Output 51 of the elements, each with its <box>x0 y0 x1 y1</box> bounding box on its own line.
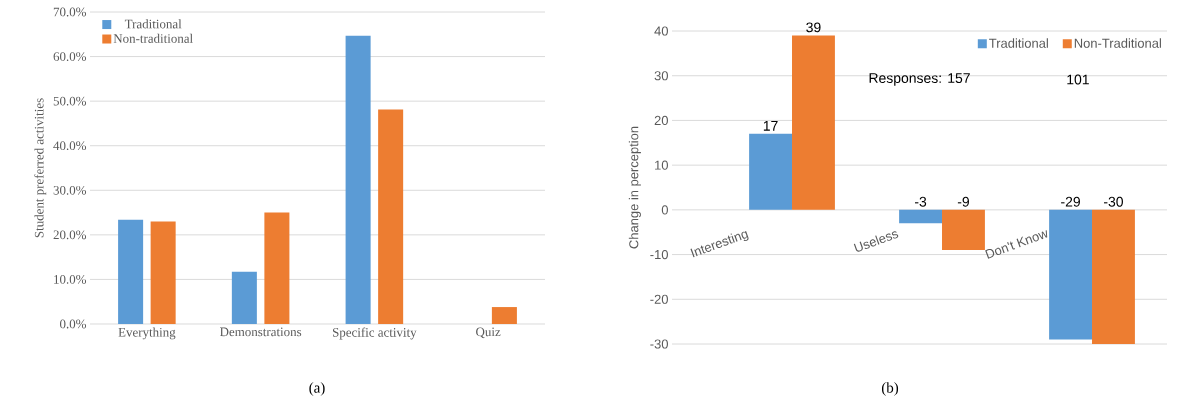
bar <box>1049 209 1093 340</box>
bar <box>899 209 943 224</box>
bar <box>231 271 257 324</box>
x-tick-label: Specific activity <box>332 327 417 340</box>
bar <box>1092 209 1135 344</box>
bar <box>264 212 290 324</box>
data-label: 17 <box>763 121 778 131</box>
x-tick-label: Useless <box>853 231 899 252</box>
y-tick-label: -10 <box>650 249 668 260</box>
bar <box>150 221 176 324</box>
y-tick-label: 70.0% <box>53 7 87 17</box>
y-tick-label: 40.0% <box>53 141 87 151</box>
legend-label: Non-Traditional <box>1074 38 1161 48</box>
y-tick-label: 30.0% <box>53 185 87 195</box>
legend-label: Traditional <box>989 38 1048 48</box>
y-tick-label: 60.0% <box>53 52 87 61</box>
text: (a) <box>309 382 325 396</box>
x-tick-label: Quiz <box>476 327 501 339</box>
x-tick-label: Demonstrations <box>219 327 302 337</box>
bar <box>378 109 404 324</box>
y-tick-label: 20 <box>654 115 668 126</box>
bar <box>345 35 371 324</box>
y-tick-label: 20.0% <box>53 230 87 240</box>
data-label: -3 <box>914 196 927 207</box>
bar <box>792 35 835 210</box>
y-tick-label: 40 <box>654 26 668 36</box>
y-axis-title: Student preferred activities <box>34 98 47 238</box>
data-label: 39 <box>806 22 821 33</box>
bar <box>118 219 144 324</box>
y-tick-label: -20 <box>650 294 668 304</box>
y-tick-label: 50.0% <box>53 96 87 106</box>
y-axis-title: Change in perception <box>628 126 641 249</box>
data-label: -9 <box>957 196 969 207</box>
y-tick-label: 0.0% <box>60 319 87 329</box>
y-tick-label: 10 <box>655 160 668 170</box>
x-tick-label: Don't Know <box>985 230 1048 259</box>
y-tick-label: 30 <box>654 71 668 81</box>
y-tick-label: 10.0% <box>54 275 87 284</box>
annotation: 101 <box>1067 74 1089 85</box>
bar <box>942 209 985 251</box>
y-tick-label: -30 <box>650 339 668 349</box>
text: (b) <box>881 382 899 396</box>
annotation: Responses: 157 <box>869 73 970 86</box>
bar <box>749 133 793 210</box>
data-label: -29 <box>1061 196 1080 207</box>
legend-label: Non-traditional <box>113 33 193 43</box>
x-tick-label: Everything <box>118 327 176 340</box>
data-label: -30 <box>1104 196 1123 207</box>
y-tick-label: 0 <box>661 205 668 215</box>
bar <box>491 307 517 324</box>
legend-label: Traditional <box>124 19 182 29</box>
